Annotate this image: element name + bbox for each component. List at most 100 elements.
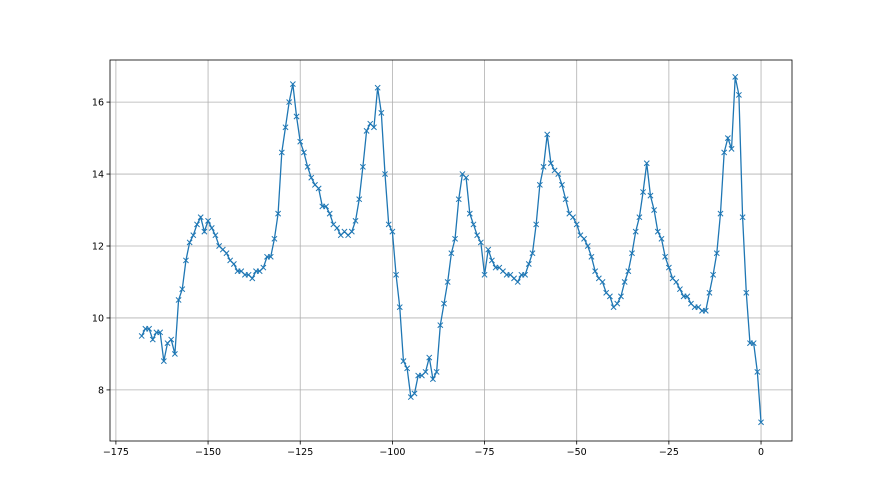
data-point-marker — [617, 293, 624, 300]
data-point-marker — [326, 210, 333, 217]
data-point-marker — [352, 217, 359, 224]
x-tick-label: −25 — [659, 447, 679, 458]
data-point-marker — [300, 149, 307, 156]
data-point-marker — [348, 228, 355, 235]
data-point-marker — [275, 210, 282, 217]
data-point-marker — [385, 221, 392, 228]
data-point-marker — [599, 279, 606, 285]
data-point-marker — [665, 264, 672, 271]
data-point-marker — [540, 163, 547, 170]
y-tick-label: 10 — [92, 313, 104, 324]
data-point-marker — [157, 329, 164, 336]
data-point-marker — [149, 336, 156, 343]
data-point-marker — [654, 228, 661, 235]
data-point-marker — [179, 286, 186, 293]
data-point-marker — [636, 214, 643, 221]
series — [138, 73, 764, 426]
data-point-marker — [411, 390, 418, 397]
data-point-marker — [182, 257, 189, 264]
data-point-marker — [422, 368, 429, 375]
data-point-marker — [544, 131, 551, 138]
grid — [110, 60, 792, 441]
data-point-marker — [702, 307, 709, 314]
data-point-marker — [614, 300, 621, 307]
data-point-marker — [370, 124, 377, 131]
data-point-marker — [629, 250, 635, 257]
data-point-marker — [396, 304, 403, 311]
x-tick-label: −175 — [103, 447, 129, 458]
data-point-marker — [673, 279, 680, 285]
data-point-marker — [514, 279, 521, 285]
data-point-marker — [463, 174, 470, 181]
data-point-marker — [389, 228, 396, 235]
data-point-marker — [536, 181, 543, 188]
data-point-marker — [426, 354, 433, 361]
data-point-marker — [315, 185, 322, 192]
data-point-marker — [651, 207, 658, 213]
data-point-marker — [260, 264, 267, 271]
data-point-marker — [168, 336, 175, 343]
data-point-marker — [186, 239, 193, 246]
x-tick-label: −150 — [195, 447, 221, 458]
data-point-marker — [205, 217, 212, 224]
y-tick-label: 14 — [92, 170, 104, 181]
data-point-marker — [334, 225, 341, 231]
data-point-marker — [547, 160, 554, 167]
data-point-marker — [728, 145, 735, 152]
data-point-marker — [201, 228, 208, 235]
data-point-marker — [393, 271, 400, 278]
data-point-marker — [289, 81, 296, 88]
data-point-marker — [588, 253, 595, 260]
data-point-marker — [606, 293, 613, 300]
data-point-marker — [160, 358, 167, 365]
data-point-marker — [481, 271, 488, 278]
y-tick-label: 12 — [92, 242, 104, 253]
data-point-marker — [190, 232, 197, 239]
data-point-marker — [485, 246, 492, 253]
data-point-marker — [278, 149, 285, 156]
x-tick-label: −75 — [475, 447, 495, 458]
data-point-marker — [171, 350, 178, 357]
data-point-marker — [286, 99, 293, 106]
data-point-marker — [146, 325, 153, 332]
data-point-marker — [304, 163, 311, 170]
data-point-marker — [750, 340, 757, 347]
data-point-marker — [706, 289, 713, 296]
data-point-marker — [382, 171, 388, 178]
plot-frame — [109, 59, 793, 442]
data-point-marker — [754, 368, 761, 375]
data-point-marker — [230, 261, 237, 267]
data-point-marker — [758, 419, 764, 426]
x-tick-label: −100 — [379, 447, 405, 458]
data-point-marker — [625, 268, 632, 275]
data-point-marker — [717, 210, 724, 217]
series-line — [141, 76, 762, 423]
data-point-marker — [452, 235, 459, 242]
data-point-marker — [400, 358, 407, 365]
data-point-marker — [555, 171, 562, 178]
data-point-marker — [212, 232, 219, 239]
data-point-marker — [658, 235, 665, 242]
y-tick-label: 16 — [92, 98, 104, 109]
data-point-marker — [208, 225, 215, 231]
data-point-marker — [437, 322, 444, 329]
data-point-marker — [529, 250, 536, 257]
data-point-marker — [378, 109, 385, 116]
data-point-marker — [581, 235, 588, 242]
x-tick-label: 0 — [758, 447, 764, 458]
data-point-marker — [308, 174, 315, 181]
data-point-marker — [739, 214, 746, 221]
data-point-marker — [721, 149, 728, 156]
data-point-marker — [710, 271, 717, 278]
data-point-marker — [724, 135, 731, 142]
x-axis: −175 −150 −125 −100 −75 −50 −25 0 — [103, 441, 764, 458]
data-point-marker — [444, 279, 451, 285]
data-point-marker — [455, 196, 462, 203]
data-point-marker — [735, 91, 742, 98]
data-point-marker — [363, 127, 370, 134]
data-point-marker — [223, 250, 230, 257]
data-point-marker — [477, 239, 484, 246]
data-point-marker — [643, 160, 650, 167]
data-point-marker — [584, 243, 591, 249]
data-point-marker — [249, 275, 256, 282]
